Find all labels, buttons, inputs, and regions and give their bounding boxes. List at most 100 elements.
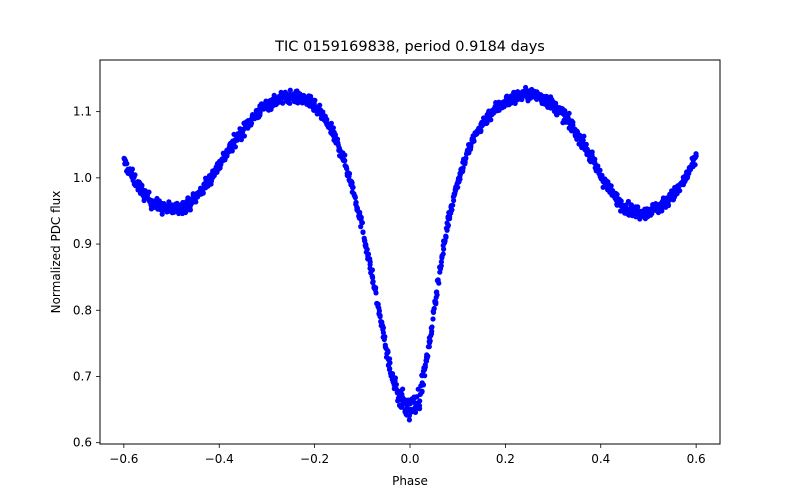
data-points [121, 84, 699, 423]
data-point [488, 117, 494, 123]
data-point [425, 353, 431, 359]
x-tick-label: −0.6 [109, 452, 138, 466]
data-point [431, 305, 437, 312]
data-point [665, 202, 672, 209]
data-point [449, 207, 455, 213]
x-tick-label: 0.2 [496, 452, 515, 466]
data-point [438, 263, 444, 269]
data-point [280, 100, 286, 106]
data-point [346, 171, 353, 177]
data-point [377, 312, 383, 319]
data-point [452, 190, 458, 196]
data-point [608, 183, 614, 189]
data-point [426, 344, 432, 350]
data-point [635, 204, 641, 210]
data-point [419, 388, 425, 394]
data-point [450, 202, 456, 208]
data-point [375, 303, 381, 310]
data-point [287, 87, 293, 93]
data-point [441, 246, 447, 252]
data-point [363, 242, 369, 248]
data-point [382, 334, 388, 340]
data-point [373, 290, 379, 296]
data-point [367, 259, 373, 265]
y-axis-label: Normalized PDC flux [49, 191, 63, 314]
data-point [677, 188, 683, 194]
data-point [570, 119, 576, 125]
data-point [597, 167, 603, 173]
data-point [599, 172, 605, 178]
data-point [412, 409, 419, 415]
data-point [589, 149, 595, 155]
data-point [562, 108, 568, 114]
data-point [438, 259, 444, 265]
y-tick-label: 0.8 [73, 303, 92, 317]
data-point [692, 162, 698, 168]
data-point [445, 222, 451, 228]
data-point [436, 280, 442, 286]
data-point [370, 275, 376, 281]
data-point [427, 338, 433, 344]
data-point [365, 251, 372, 257]
data-point [385, 348, 391, 354]
data-point [440, 251, 446, 257]
data-point [443, 233, 449, 240]
data-point [429, 328, 435, 334]
data-point [581, 133, 587, 139]
data-point [369, 267, 375, 273]
data-point [330, 125, 336, 131]
data-point [238, 137, 244, 143]
y-tick-label: 1.1 [73, 105, 92, 119]
data-point [400, 386, 406, 392]
data-point [359, 220, 365, 226]
data-point [349, 180, 355, 186]
data-point [693, 153, 699, 159]
chart-title: TIC 0159169838, period 0.9184 days [274, 39, 545, 55]
x-tick-label: 0.4 [591, 452, 610, 466]
data-point [392, 375, 398, 381]
data-point [434, 292, 440, 298]
data-point [146, 189, 152, 195]
data-point [139, 182, 145, 188]
y-tick-label: 0.6 [73, 436, 92, 450]
x-axis-label: Phase [392, 474, 428, 488]
data-point [429, 324, 435, 330]
data-point [159, 211, 165, 217]
data-point [208, 181, 214, 187]
data-point [580, 137, 586, 143]
data-point [232, 144, 238, 150]
y-tick-label: 0.7 [73, 369, 92, 383]
data-point [364, 246, 370, 252]
data-point [659, 208, 665, 214]
data-point [399, 391, 405, 397]
y-tick-label: 0.9 [73, 237, 92, 251]
data-point [455, 184, 461, 190]
data-point [342, 152, 348, 158]
x-tick-label: −0.4 [205, 452, 234, 466]
data-point [387, 356, 393, 362]
data-point [618, 198, 624, 204]
data-point [352, 195, 358, 201]
data-point [595, 163, 601, 169]
data-point [350, 184, 356, 190]
data-point [193, 199, 199, 205]
data-point [451, 197, 457, 204]
data-point [317, 102, 323, 108]
data-point [467, 146, 474, 152]
data-point [229, 148, 235, 154]
x-tick-label: −0.2 [300, 452, 329, 466]
data-point [566, 110, 572, 116]
data-point [406, 417, 412, 423]
data-point [380, 325, 386, 331]
data-point [344, 166, 350, 172]
data-point [393, 381, 399, 388]
data-point [320, 109, 326, 115]
y-axis: 0.6 0.7 0.8 0.9 1.0 1.1 [73, 105, 100, 450]
data-point [200, 190, 206, 196]
data-point [433, 299, 439, 305]
data-point [463, 155, 469, 161]
data-point [416, 403, 423, 409]
data-point [430, 316, 436, 322]
